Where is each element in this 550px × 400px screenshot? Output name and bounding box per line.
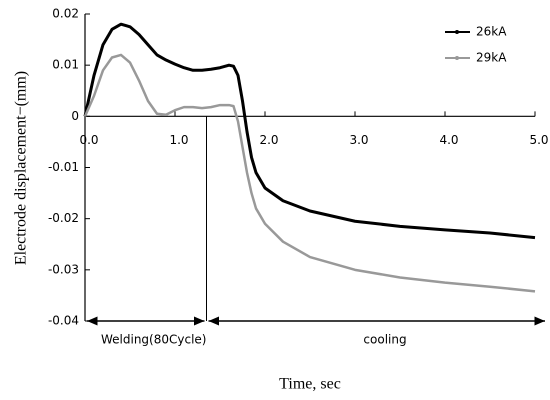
y-tick-label: -0.02 (48, 211, 79, 225)
y-tick-label: -0.04 (48, 314, 79, 328)
x-tick-label: 0.0 (79, 133, 98, 147)
y-tick-label: 0.02 (52, 7, 79, 21)
x-tick-label: 4.0 (439, 133, 458, 147)
y-tick-label: -0.03 (48, 262, 79, 276)
y-tick-label: 0.01 (52, 58, 79, 72)
legend-marker (455, 30, 459, 34)
legend-marker (455, 56, 459, 60)
x-tick-label: 5.0 (529, 133, 548, 147)
legend-label: 26kA (476, 25, 507, 39)
line-series (83, 53, 536, 293)
y-tick-label: 0 (71, 109, 79, 123)
x-tick-label: 1.0 (169, 133, 188, 147)
line-series (83, 22, 536, 240)
x-tick-label: 2.0 (259, 133, 278, 147)
y-axis-title: Electrode displacement−(mm) (13, 71, 30, 265)
legend-label: 29kA (476, 51, 507, 65)
x-axis-title: Time, sec (279, 376, 341, 393)
phase-label: cooling (363, 333, 406, 347)
phase-label: Welding(80Cycle) (101, 333, 206, 347)
x-tick-label: 3.0 (349, 133, 368, 147)
y-tick-label: -0.01 (48, 160, 79, 174)
